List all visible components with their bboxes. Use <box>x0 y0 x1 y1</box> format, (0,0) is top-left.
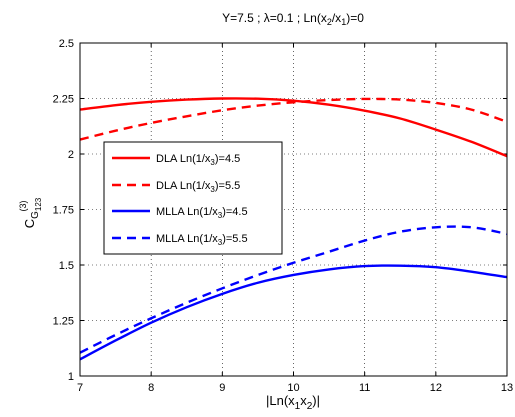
title-sub-1: 2 <box>327 17 332 27</box>
x-tick-label: 11 <box>359 382 370 394</box>
legend: DLA Ln(1/x3)=4.5 DLA Ln(1/x3)=5.5 MLLA Ln(… <box>103 141 283 255</box>
series-lines <box>79 97 508 361</box>
xlabel-post: )| <box>312 393 320 408</box>
chart-title: Y=7.5 ; λ=0.1 ; Ln(x2/x1)=0 <box>222 11 364 27</box>
y-tick-label: 2.5 <box>59 38 74 50</box>
series-line-4 <box>79 225 508 354</box>
xlabel-sub-1: 1 <box>295 401 301 412</box>
xlabel-mid: x <box>300 393 307 408</box>
x-axis-title: |Ln(x1x2)| <box>266 393 320 412</box>
xlabel-sub-2: 2 <box>307 401 313 412</box>
title-end: )=0 <box>346 11 364 25</box>
y-tick-label: 1.25 <box>53 316 74 328</box>
title-mid: /x <box>332 11 341 25</box>
title-sub-2: 1 <box>341 17 346 27</box>
x-tick-label: 13 <box>501 382 513 394</box>
ylabel-sup: (3) <box>18 200 28 211</box>
x-tick-label: 10 <box>287 382 299 394</box>
series-line-3 <box>79 264 508 361</box>
ylabel-subsub: 123 <box>34 197 43 211</box>
title-main: Y=7.5 ; λ=0.1 ; Ln(x <box>222 11 327 25</box>
x-tick-label: 8 <box>148 382 154 394</box>
y-tick-label: 1 <box>68 371 74 383</box>
x-tick-label: 7 <box>77 382 83 394</box>
legend-box <box>103 141 283 255</box>
x-tick-label: 9 <box>219 382 225 394</box>
plot-frame <box>79 42 508 377</box>
legend-label-1: DLA Ln(1/x3)=4.5 <box>156 153 240 167</box>
svg-text:CG123: CG123 <box>22 197 43 228</box>
ylabel-main: C <box>22 219 37 228</box>
series-line-1 <box>79 97 508 158</box>
y-axis-title: CG123 (3) <box>18 197 43 228</box>
xlabel-pre: |Ln(x <box>266 393 295 408</box>
legend-label-3: MLLA Ln(1/x3)=4.5 <box>156 206 248 220</box>
y-tick-label: 1.75 <box>53 205 74 217</box>
series-line-2 <box>79 97 508 141</box>
y-tick-label: 2 <box>68 149 74 161</box>
legend-label-2: DLA Ln(1/x3)=5.5 <box>156 180 240 194</box>
y-tick-label: 2.25 <box>53 94 74 106</box>
y-tick-label: 1.5 <box>59 260 74 272</box>
x-tick-label: 12 <box>430 382 442 394</box>
ylabel-sub: G <box>30 211 41 219</box>
legend-label-4: MLLA Ln(1/x3)=5.5 <box>156 233 248 247</box>
